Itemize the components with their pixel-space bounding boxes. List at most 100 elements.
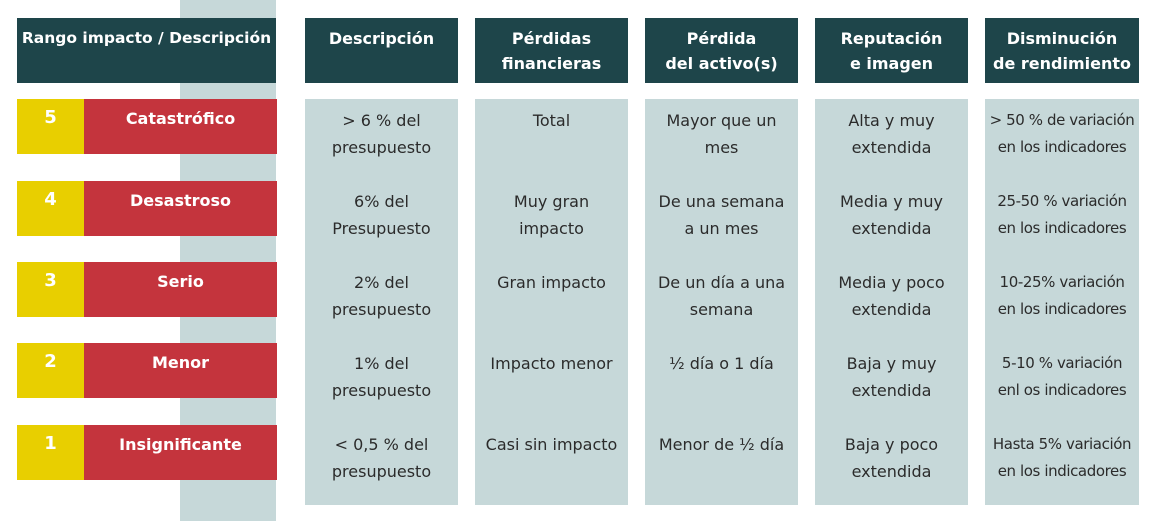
cell-line: presupuesto <box>331 381 432 400</box>
column-perdida-activo: Mayor que un mes De una semana a un mes … <box>645 99 798 505</box>
cell-line: presupuesto <box>331 300 432 319</box>
header-line: de rendimiento <box>993 54 1131 73</box>
header-line: Rango impacto / Descripción <box>21 29 272 47</box>
cell-line: extendida <box>851 138 932 157</box>
header-line: Pérdida <box>686 29 757 48</box>
cell-line: 6% del <box>354 192 409 211</box>
cell-line: ½ día o 1 día <box>669 354 774 373</box>
rank-row-3: 3 Serio <box>17 262 277 317</box>
cell-line: extendida <box>851 462 932 481</box>
header-descripcion: Descripción <box>305 18 458 83</box>
cell: 10-25% variación en los indicadores <box>985 269 1139 323</box>
cell: 1% del presupuesto <box>305 350 458 404</box>
cell-line: en los indicadores <box>997 138 1127 156</box>
cell: Baja y muy extendida <box>815 350 968 404</box>
rank-row-5: 5 Catastrófico <box>17 99 277 154</box>
cell: Menor de ½ día <box>645 431 798 458</box>
rank-level: Catastrófico <box>84 99 277 154</box>
rank-number: 2 <box>17 343 84 398</box>
rank-level: Insignificante <box>84 425 277 480</box>
cell: 5-10 % variación enl os indicadores <box>985 350 1139 404</box>
cell-line: presupuesto <box>331 138 432 157</box>
cell-line: > 50 % de variación <box>989 111 1135 129</box>
cell-line: extendida <box>851 219 932 238</box>
cell-line: 5-10 % variación <box>1001 354 1123 372</box>
cell-line: impacto <box>519 219 584 238</box>
cell: 25-50 % variación en los indicadores <box>985 188 1139 242</box>
header-perdida-activo: Pérdida del activo(s) <box>645 18 798 83</box>
cell-line: Mayor que un <box>666 111 777 130</box>
rank-row-4: 4 Desastroso <box>17 181 277 236</box>
cell: Hasta 5% variación en los indicadores <box>985 431 1139 485</box>
cell-line: en los indicadores <box>997 462 1127 480</box>
rank-row-2: 2 Menor <box>17 343 277 398</box>
cell-line: en los indicadores <box>997 219 1127 237</box>
column-disminucion: > 50 % de variación en los indicadores 2… <box>985 99 1139 505</box>
cell: Total <box>475 107 628 134</box>
cell: ½ día o 1 día <box>645 350 798 377</box>
cell-line: 2% del <box>354 273 409 292</box>
cell-line: Media y muy <box>840 192 943 211</box>
cell-line: en los indicadores <box>997 300 1127 318</box>
cell: 2% del presupuesto <box>305 269 458 323</box>
column-descripcion: > 6 % del presupuesto 6% del Presupuesto… <box>305 99 458 505</box>
cell-line: Alta y muy <box>848 111 935 130</box>
cell-line: Gran impacto <box>497 273 606 292</box>
cell-line: Baja y muy <box>846 354 937 373</box>
cell: < 0,5 % del presupuesto <box>305 431 458 485</box>
rank-number: 3 <box>17 262 84 317</box>
cell-line: extendida <box>851 381 932 400</box>
header-disminucion: Disminución de rendimiento <box>985 18 1139 83</box>
cell-line: a un mes <box>684 219 759 238</box>
rank-level: Menor <box>84 343 277 398</box>
cell: Gran impacto <box>475 269 628 296</box>
cell-line: 10-25% variación <box>999 273 1125 291</box>
cell-line: De un día a una <box>657 273 786 292</box>
cell: > 50 % de variación en los indicadores <box>985 107 1139 161</box>
cell: De una semana a un mes <box>645 188 798 242</box>
cell-line: Muy gran <box>513 192 590 211</box>
header-line: del activo(s) <box>665 54 778 73</box>
cell-line: Baja y poco <box>844 435 939 454</box>
cell-line: Casi sin impacto <box>485 435 618 454</box>
cell: Media y poco extendida <box>815 269 968 323</box>
header-line: Disminución <box>1006 29 1118 48</box>
rank-number: 5 <box>17 99 84 154</box>
cell: De un día a una semana <box>645 269 798 323</box>
header-perdidas-financieras: Pérdidas financieras <box>475 18 628 83</box>
header-rango-impacto: Rango impacto / Descripción <box>17 18 276 83</box>
cell-line: Media y poco <box>838 273 945 292</box>
cell: > 6 % del presupuesto <box>305 107 458 161</box>
cell-line: > 6 % del <box>342 111 421 130</box>
cell: Alta y muy extendida <box>815 107 968 161</box>
cell-line: Total <box>532 111 571 130</box>
cell: Casi sin impacto <box>475 431 628 458</box>
cell-line: Presupuesto <box>332 219 431 238</box>
cell-line: < 0,5 % del <box>334 435 429 454</box>
rank-number: 4 <box>17 181 84 236</box>
header-line: Pérdidas <box>511 29 592 48</box>
column-perdidas-financieras: Total Muy gran impacto Gran impacto Impa… <box>475 99 628 505</box>
cell-line: 1% del <box>354 354 409 373</box>
rank-number: 1 <box>17 425 84 480</box>
rank-level: Desastroso <box>84 181 277 236</box>
cell-line: Impacto menor <box>490 354 613 373</box>
header-line: e imagen <box>849 54 934 73</box>
rank-row-1: 1 Insignificante <box>17 425 277 480</box>
header-line: financieras <box>501 54 602 73</box>
cell-line: extendida <box>851 300 932 319</box>
cell-line: 25-50 % variación <box>997 192 1127 210</box>
cell-line: Hasta 5% variación <box>992 435 1132 453</box>
cell: Media y muy extendida <box>815 188 968 242</box>
cell: Baja y poco extendida <box>815 431 968 485</box>
cell-line: semana <box>689 300 754 319</box>
header-line: Reputación <box>840 29 943 48</box>
cell-line: Menor de ½ día <box>658 435 785 454</box>
header-line: Descripción <box>328 29 435 48</box>
rank-level: Serio <box>84 262 277 317</box>
cell: Impacto menor <box>475 350 628 377</box>
column-reputacion: Alta y muy extendida Media y muy extendi… <box>815 99 968 505</box>
cell-line: presupuesto <box>331 462 432 481</box>
cell: 6% del Presupuesto <box>305 188 458 242</box>
cell-line: mes <box>704 138 739 157</box>
